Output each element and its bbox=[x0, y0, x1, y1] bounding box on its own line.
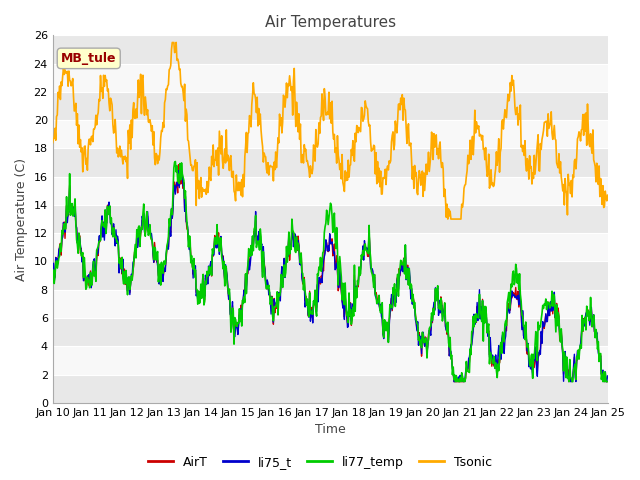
Tsonic bbox=[444, 216, 452, 222]
Tsonic bbox=[604, 192, 611, 198]
li75_t bbox=[172, 184, 180, 190]
Y-axis label: Air Temperature (C): Air Temperature (C) bbox=[15, 157, 28, 280]
X-axis label: Time: Time bbox=[315, 423, 346, 436]
Bar bbox=[52, 374, 607, 403]
Tsonic bbox=[399, 92, 406, 97]
Tsonic bbox=[415, 176, 422, 182]
AirT bbox=[399, 264, 406, 270]
Tsonic bbox=[59, 73, 67, 79]
Bar bbox=[52, 346, 607, 374]
li77_temp bbox=[415, 337, 422, 343]
Tsonic bbox=[173, 58, 180, 63]
li75_t bbox=[176, 164, 184, 169]
li75_t bbox=[116, 259, 124, 264]
li77_temp bbox=[49, 274, 56, 280]
Bar bbox=[52, 63, 607, 92]
Tsonic bbox=[202, 192, 210, 197]
AirT bbox=[415, 333, 422, 338]
Bar bbox=[52, 92, 607, 120]
AirT bbox=[202, 279, 210, 285]
Bar bbox=[52, 177, 607, 205]
li77_temp bbox=[172, 159, 179, 165]
Bar bbox=[52, 262, 607, 290]
li75_t bbox=[399, 268, 406, 274]
li75_t bbox=[202, 282, 210, 288]
Tsonic bbox=[168, 39, 176, 45]
Legend: AirT, li75_t, li77_temp, Tsonic: AirT, li75_t, li77_temp, Tsonic bbox=[143, 451, 497, 474]
AirT bbox=[450, 379, 458, 384]
Bar bbox=[52, 290, 607, 318]
Bar bbox=[52, 205, 607, 233]
li77_temp bbox=[453, 379, 461, 384]
Line: li75_t: li75_t bbox=[52, 167, 607, 382]
li77_temp bbox=[173, 163, 180, 169]
li77_temp bbox=[116, 256, 124, 262]
Bar bbox=[52, 148, 607, 177]
li75_t bbox=[415, 342, 422, 348]
Line: li77_temp: li77_temp bbox=[52, 162, 607, 382]
li77_temp bbox=[59, 231, 67, 237]
AirT bbox=[172, 183, 180, 189]
li77_temp bbox=[604, 379, 611, 384]
li75_t bbox=[59, 234, 67, 240]
Bar bbox=[52, 120, 607, 148]
Line: AirT: AirT bbox=[52, 165, 607, 382]
Title: Air Temperatures: Air Temperatures bbox=[264, 15, 396, 30]
AirT bbox=[116, 255, 124, 261]
li77_temp bbox=[399, 262, 406, 268]
Tsonic bbox=[116, 143, 124, 149]
li77_temp bbox=[202, 281, 210, 287]
AirT bbox=[59, 232, 67, 238]
AirT bbox=[175, 162, 182, 168]
Bar bbox=[52, 233, 607, 262]
Bar bbox=[52, 318, 607, 346]
Bar bbox=[52, 36, 607, 63]
li75_t bbox=[604, 373, 611, 379]
Text: MB_tule: MB_tule bbox=[61, 52, 116, 65]
AirT bbox=[604, 379, 611, 384]
li75_t bbox=[450, 379, 458, 384]
AirT bbox=[49, 274, 56, 280]
li75_t bbox=[49, 277, 56, 283]
Line: Tsonic: Tsonic bbox=[52, 42, 607, 219]
Tsonic bbox=[49, 140, 56, 145]
